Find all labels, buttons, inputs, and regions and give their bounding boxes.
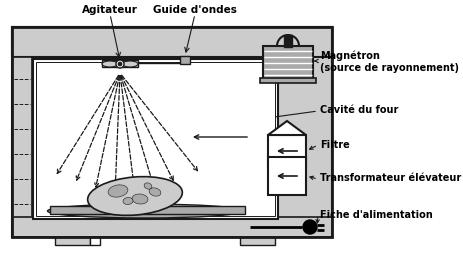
- Bar: [284, 36, 292, 48]
- Bar: [268, 135, 306, 167]
- Text: Transformateur élévateur: Transformateur élévateur: [320, 172, 461, 182]
- Text: Cavité du four: Cavité du four: [320, 105, 398, 115]
- Bar: [240, 237, 275, 245]
- Bar: [36, 63, 275, 216]
- Bar: [12, 28, 332, 58]
- Circle shape: [116, 61, 124, 69]
- Bar: [50, 206, 245, 214]
- Bar: [90, 237, 100, 245]
- Ellipse shape: [144, 183, 152, 189]
- Ellipse shape: [102, 62, 118, 68]
- Polygon shape: [268, 121, 306, 135]
- Bar: [12, 28, 332, 237]
- Text: Guide d'ondes: Guide d'ondes: [153, 5, 237, 15]
- Bar: [102, 61, 138, 68]
- Circle shape: [118, 63, 122, 67]
- Ellipse shape: [108, 185, 128, 197]
- Bar: [260, 79, 316, 84]
- Bar: [180, 57, 190, 65]
- Bar: [12, 58, 32, 237]
- Ellipse shape: [48, 204, 243, 218]
- Ellipse shape: [149, 188, 161, 196]
- Ellipse shape: [122, 62, 138, 68]
- Bar: [12, 217, 332, 237]
- Text: Agitateur: Agitateur: [82, 5, 138, 15]
- Circle shape: [303, 220, 317, 234]
- Text: Fiche d'alimentation: Fiche d'alimentation: [320, 209, 433, 219]
- Bar: [268, 157, 306, 195]
- Bar: [263, 47, 313, 80]
- Bar: [33, 60, 278, 219]
- Text: Magnétron
(source de rayonnement): Magnétron (source de rayonnement): [320, 51, 459, 73]
- Ellipse shape: [132, 194, 148, 204]
- Bar: [55, 237, 90, 245]
- Ellipse shape: [88, 177, 182, 216]
- Bar: [12, 28, 332, 237]
- Ellipse shape: [123, 198, 133, 205]
- Text: Filtre: Filtre: [320, 139, 350, 149]
